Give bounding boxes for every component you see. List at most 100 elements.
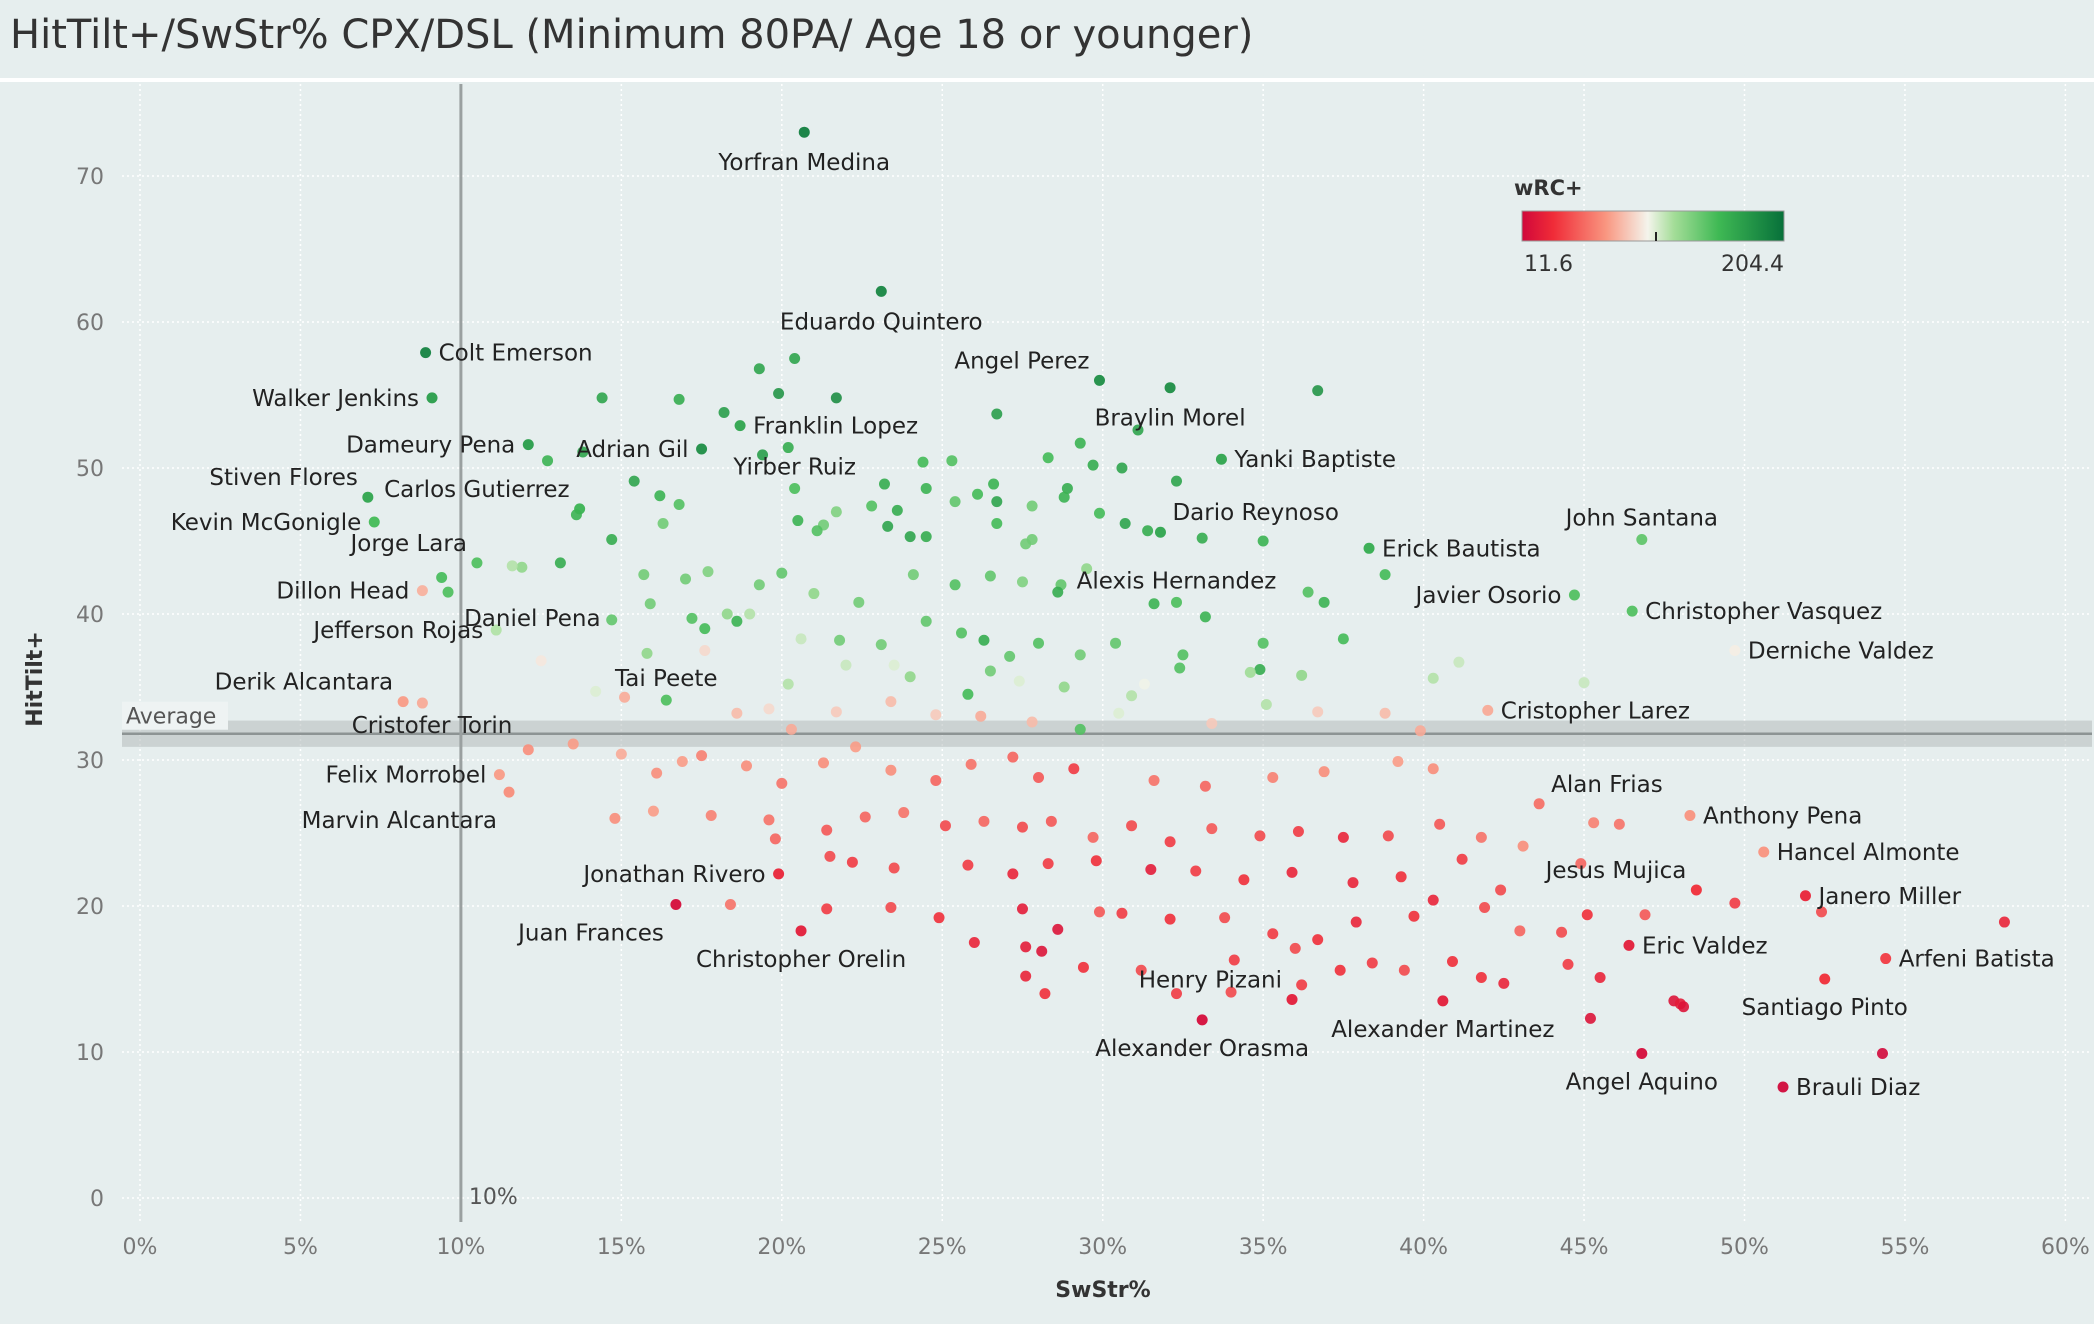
labeled-data-point — [1799, 890, 1811, 902]
data-point — [1408, 910, 1420, 922]
data-point — [885, 696, 897, 708]
data-point — [753, 579, 765, 591]
data-point — [705, 809, 717, 821]
data-point — [1678, 1001, 1690, 1013]
labeled-data-point — [1286, 993, 1298, 1005]
point-label: Jefferson Rojas — [311, 618, 483, 644]
x-axis-label: SwStr% — [1055, 1278, 1150, 1303]
labeled-data-point — [734, 420, 746, 432]
data-point — [859, 811, 871, 823]
data-point — [933, 912, 945, 924]
data-point — [1479, 901, 1491, 913]
data-point — [1020, 941, 1032, 953]
data-point — [1052, 923, 1064, 935]
average-label: Average — [126, 705, 216, 730]
data-point — [657, 517, 669, 529]
data-point — [1190, 865, 1202, 877]
point-label: Eric Valdez — [1642, 933, 1768, 959]
data-point — [888, 862, 900, 874]
title-bar: HitTilt+/SwStr% CPX/DSL (Minimum 80PA/ A… — [0, 0, 2094, 78]
labeled-data-point — [1093, 374, 1105, 386]
legend-gradient-bar — [1521, 210, 1785, 242]
labeled-data-point — [1437, 995, 1449, 1007]
data-point — [680, 573, 692, 585]
data-point — [1116, 907, 1128, 919]
labeled-data-point — [1777, 1081, 1789, 1093]
legend-max-label: 204.4 — [1721, 252, 1784, 277]
labeled-data-point — [416, 697, 428, 709]
data-point — [1350, 916, 1362, 928]
data-point — [1254, 663, 1266, 675]
data-point — [898, 807, 910, 819]
data-point — [1427, 672, 1439, 684]
data-point — [885, 764, 897, 776]
data-point — [1575, 858, 1587, 870]
data-point — [1379, 707, 1391, 719]
data-point — [1414, 725, 1426, 737]
data-point — [795, 633, 807, 645]
data-point — [1007, 751, 1019, 763]
data-point — [818, 757, 830, 769]
x-tick-label: 40% — [1399, 1235, 1448, 1260]
data-point — [811, 525, 823, 537]
data-point — [978, 815, 990, 827]
data-point — [1334, 964, 1346, 976]
point-label: Carlos Gutierrez — [384, 477, 570, 503]
labeled-data-point — [397, 696, 409, 708]
data-point — [1578, 677, 1590, 689]
data-point — [1093, 906, 1105, 918]
data-point — [875, 639, 887, 651]
data-point — [1446, 955, 1458, 967]
data-point — [1382, 830, 1394, 842]
point-label: Erick Bautista — [1382, 536, 1541, 562]
data-point — [1254, 830, 1266, 842]
data-point — [615, 748, 627, 760]
data-point — [834, 634, 846, 646]
labeled-data-point — [1171, 596, 1183, 608]
data-point — [1562, 958, 1574, 970]
data-point — [978, 634, 990, 646]
data-point — [846, 856, 858, 868]
data-point — [878, 478, 890, 490]
data-point — [1514, 925, 1526, 937]
data-point — [1093, 507, 1105, 519]
data-point — [1257, 535, 1269, 547]
point-label: Dillon Head — [276, 579, 409, 605]
x-axis-ticks: 0% 5% 10% 15% 20% 25% 30% 35% 40% 45% 50% 55% 60% — [123, 1235, 2090, 1260]
data-point — [1004, 650, 1016, 662]
data-point — [1171, 988, 1183, 1000]
data-point — [1267, 772, 1279, 784]
point-label: Derniche Valdez — [1748, 639, 1934, 665]
labeled-data-point — [1626, 605, 1638, 617]
point-label: Walker Jenkins — [252, 386, 419, 412]
data-point — [782, 442, 794, 454]
point-label: Yirber Ruiz — [732, 454, 856, 480]
labeled-data-point — [420, 347, 432, 359]
data-point — [949, 496, 961, 508]
data-point — [830, 506, 842, 518]
data-point — [1007, 868, 1019, 880]
data-point — [946, 455, 958, 467]
data-point — [516, 561, 528, 573]
data-point — [647, 805, 659, 817]
data-point — [1312, 385, 1324, 397]
labeled-data-point — [670, 899, 682, 911]
point-label: Jonathan Rivero — [581, 862, 765, 888]
labeled-data-point — [696, 443, 708, 455]
data-point — [1337, 633, 1349, 645]
data-point — [1164, 913, 1176, 925]
data-point — [628, 475, 640, 487]
point-label: Juan Frances — [516, 921, 664, 947]
data-points — [362, 126, 2010, 1093]
labeled-data-point — [1154, 526, 1166, 538]
data-point — [1126, 690, 1138, 702]
data-point — [699, 623, 711, 635]
labeled-data-point — [1819, 973, 1831, 985]
point-label: Javier Osorio — [1414, 583, 1562, 609]
point-label: Adrian Gil — [576, 437, 688, 463]
data-point — [1042, 452, 1054, 464]
labeled-data-point — [660, 694, 672, 706]
data-point — [676, 755, 688, 767]
data-point — [554, 557, 566, 569]
data-point — [792, 515, 804, 527]
